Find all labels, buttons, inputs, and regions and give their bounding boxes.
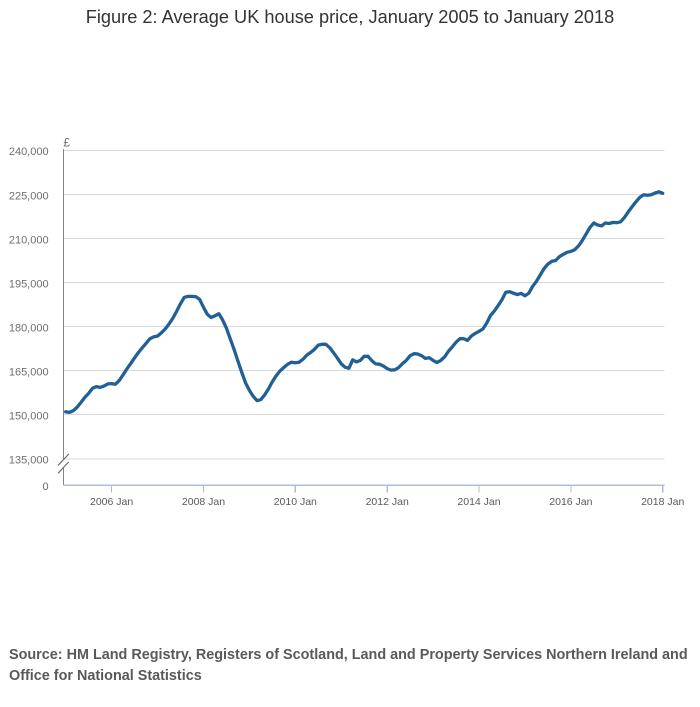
- svg-text:2018 Jan: 2018 Jan: [641, 496, 684, 508]
- svg-text:2008 Jan: 2008 Jan: [182, 496, 225, 508]
- svg-text:180,000: 180,000: [9, 322, 49, 334]
- svg-text:2006 Jan: 2006 Jan: [90, 496, 133, 508]
- svg-text:0: 0: [42, 481, 48, 493]
- svg-text:2016 Jan: 2016 Jan: [549, 496, 592, 508]
- svg-text:240,000: 240,000: [9, 146, 49, 158]
- svg-text:2012 Jan: 2012 Jan: [366, 496, 409, 508]
- svg-text:2010 Jan: 2010 Jan: [274, 496, 317, 508]
- svg-text:135,000: 135,000: [9, 455, 49, 467]
- svg-text:2014 Jan: 2014 Jan: [457, 496, 500, 508]
- svg-text:£: £: [63, 136, 70, 150]
- svg-text:210,000: 210,000: [9, 234, 49, 246]
- svg-text:165,000: 165,000: [9, 367, 49, 379]
- svg-text:195,000: 195,000: [9, 278, 49, 290]
- svg-text:225,000: 225,000: [9, 190, 49, 202]
- svg-text:150,000: 150,000: [9, 411, 49, 423]
